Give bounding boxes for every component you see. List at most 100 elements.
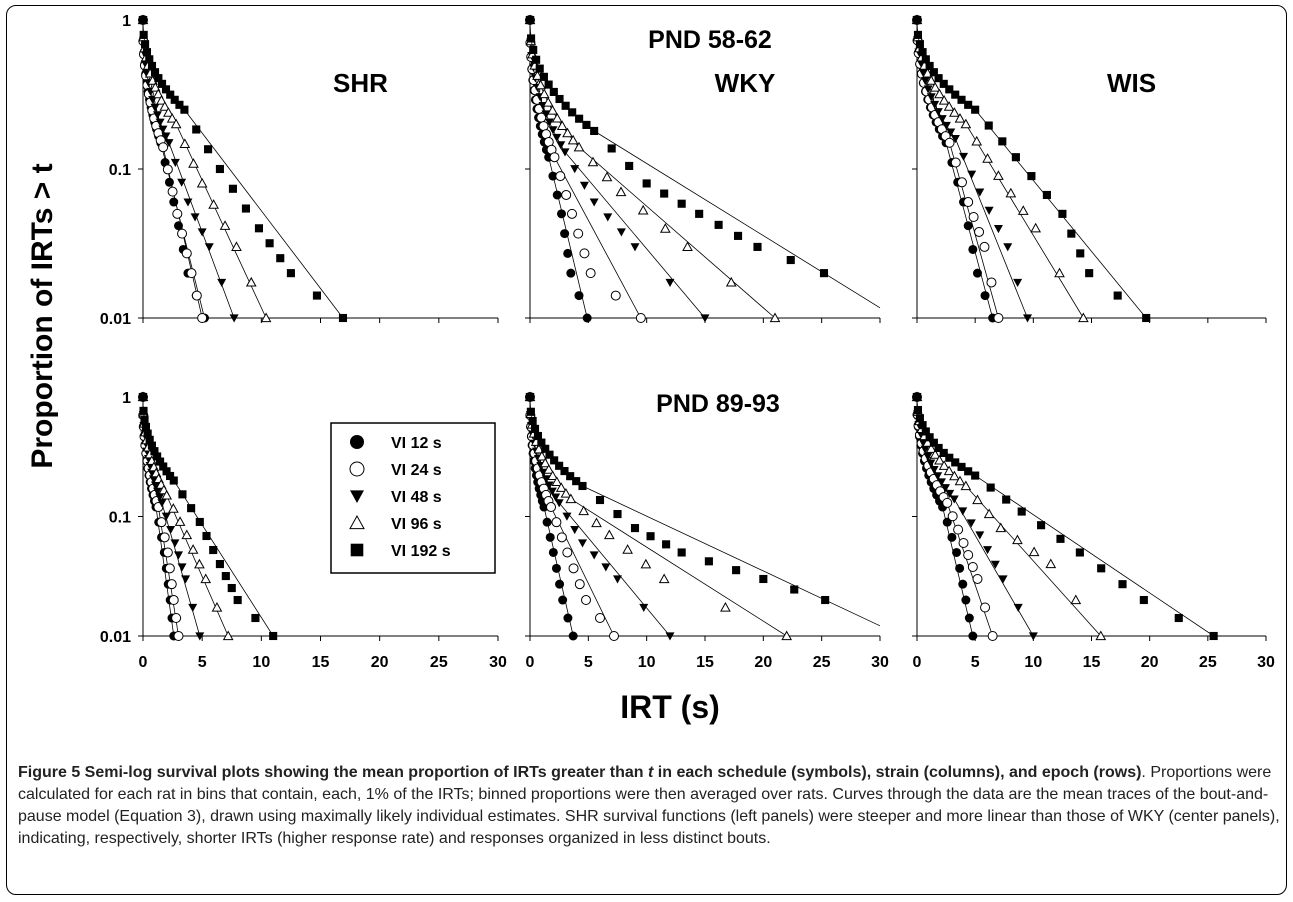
data-point xyxy=(552,133,562,142)
data-point xyxy=(972,573,983,584)
data-point xyxy=(532,55,541,64)
data-point xyxy=(971,135,983,146)
data-point xyxy=(939,448,948,457)
data-point xyxy=(555,482,567,492)
data-point xyxy=(951,458,960,467)
x-tick-label: 30 xyxy=(1257,654,1275,671)
data-point xyxy=(665,278,675,287)
legend-entry: VI 48 s xyxy=(350,489,442,506)
data-point xyxy=(548,171,558,181)
data-point xyxy=(527,34,536,43)
data-point xyxy=(265,239,274,248)
x-tick-label: 5 xyxy=(584,654,593,671)
series-vi-96-s xyxy=(137,14,272,323)
row-label-bottom: PND 89-93 xyxy=(656,390,780,418)
data-point xyxy=(537,438,546,447)
x-tick-label: 15 xyxy=(1083,654,1101,671)
data-point xyxy=(228,184,237,193)
data-point xyxy=(541,475,551,484)
data-point xyxy=(209,545,218,555)
data-point xyxy=(926,459,936,468)
data-point xyxy=(786,255,795,265)
y-tick-label: 0.01 xyxy=(100,629,131,646)
data-point xyxy=(180,105,189,114)
data-point xyxy=(161,85,171,94)
data-point xyxy=(1013,278,1023,287)
data-point xyxy=(551,493,561,502)
data-point xyxy=(582,120,591,129)
data-point xyxy=(925,75,937,85)
data-point xyxy=(613,575,622,584)
data-point xyxy=(613,510,622,519)
data-point xyxy=(565,493,577,504)
x-tick-label: 0 xyxy=(139,654,148,671)
data-point xyxy=(1095,630,1107,641)
data-point xyxy=(179,138,191,149)
data-point xyxy=(138,392,148,402)
data-point xyxy=(925,443,937,453)
data-point xyxy=(171,613,182,624)
data-point xyxy=(662,540,671,549)
data-point xyxy=(567,134,579,145)
data-point xyxy=(231,241,242,252)
data-point xyxy=(929,466,939,475)
data-point xyxy=(1054,267,1065,278)
x-tick-label: 15 xyxy=(312,654,330,671)
data-point xyxy=(1078,312,1089,323)
data-point xyxy=(173,631,184,641)
data-point xyxy=(549,152,560,163)
fitted-curve xyxy=(529,19,642,319)
data-point xyxy=(955,563,965,573)
data-point xyxy=(616,228,626,237)
x-tick-label: 30 xyxy=(489,654,507,671)
data-point xyxy=(541,444,550,453)
data-point xyxy=(920,77,930,86)
data-point xyxy=(204,145,213,154)
data-point xyxy=(1028,546,1040,557)
x-tick-label: 15 xyxy=(696,654,714,671)
data-point xyxy=(139,406,148,415)
data-point xyxy=(172,208,183,219)
fitted-curve xyxy=(529,19,881,309)
data-point xyxy=(630,524,640,533)
data-point xyxy=(926,93,936,102)
data-point xyxy=(145,55,154,64)
data-point xyxy=(929,438,938,447)
data-point xyxy=(159,532,170,543)
data-point xyxy=(536,450,548,461)
data-point xyxy=(601,563,611,572)
data-point xyxy=(677,199,686,208)
data-point xyxy=(946,128,956,137)
data-point xyxy=(938,460,950,470)
data-point xyxy=(595,613,605,624)
data-point xyxy=(923,85,933,94)
data-point xyxy=(630,243,640,252)
data-point xyxy=(642,179,651,188)
data-point xyxy=(1070,594,1082,605)
series-vi-192-s xyxy=(138,15,348,323)
data-point xyxy=(1139,595,1148,605)
data-point xyxy=(966,519,976,528)
data-point xyxy=(170,95,179,104)
data-point xyxy=(939,79,948,88)
legend-label: VI 24 s xyxy=(391,462,442,479)
data-point xyxy=(929,449,941,459)
x-tick-label: 10 xyxy=(638,654,656,671)
series-vi-24-s xyxy=(525,392,619,641)
data-point xyxy=(555,461,564,470)
legend-entry: VI 96 s xyxy=(349,514,442,533)
data-point xyxy=(544,118,554,127)
data-point xyxy=(1017,507,1026,516)
data-point xyxy=(541,110,551,119)
data-point xyxy=(967,170,977,179)
x-tick-label: 0 xyxy=(526,654,535,671)
column-label: SHR xyxy=(333,68,388,98)
data-point xyxy=(983,508,995,519)
data-point xyxy=(943,465,955,476)
data-point xyxy=(646,532,655,541)
data-point xyxy=(543,464,555,474)
data-point xyxy=(538,121,549,132)
data-point xyxy=(152,487,162,496)
data-point xyxy=(700,314,710,323)
